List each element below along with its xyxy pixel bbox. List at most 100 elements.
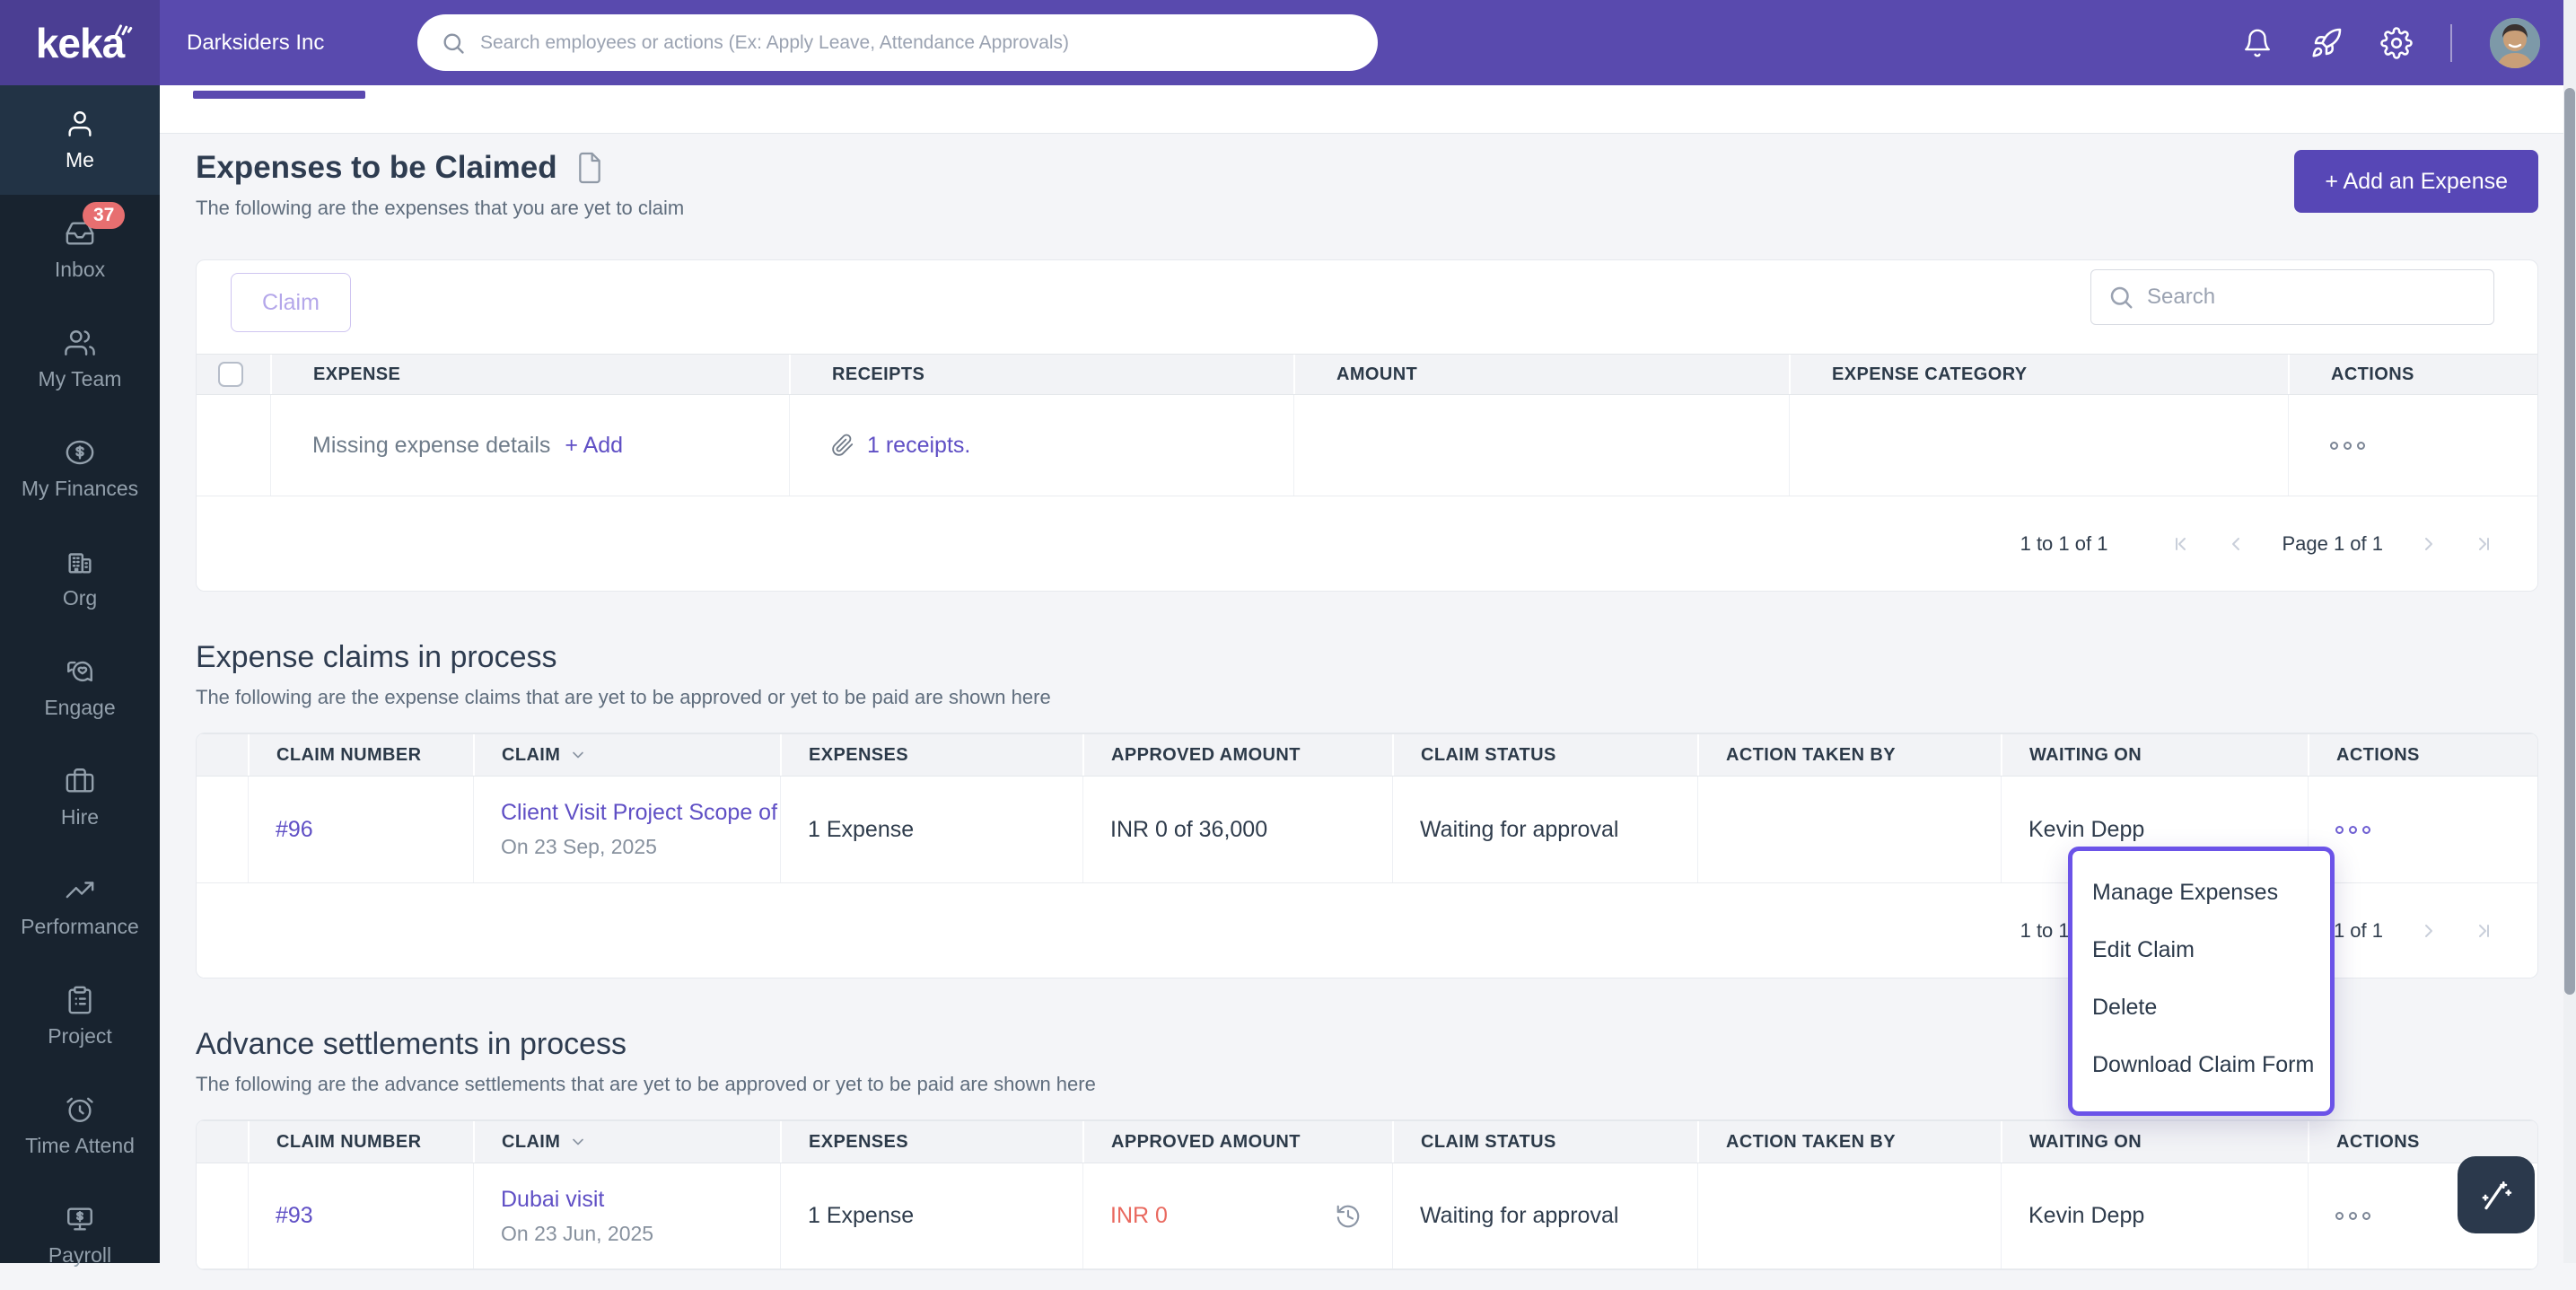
sidebar-item-my-finances[interactable]: My Finances [0,414,160,523]
document-icon[interactable] [575,151,604,185]
expenses-table-header: EXPENSE RECEIPTS AMOUNT EXPENSE CATEGORY… [197,354,2537,395]
column-header-claim-status[interactable]: CLAIM STATUS [1392,1121,1697,1163]
column-header-expense[interactable]: EXPENSE [270,355,789,394]
sidebar-item-me[interactable]: Me [0,85,160,195]
global-search-input[interactable] [480,31,1354,54]
add-expense-button[interactable]: + Add an Expense [2294,150,2538,213]
expenses-search-input[interactable] [2147,285,2477,310]
bell-icon[interactable] [2242,28,2273,58]
sidebar-label: Payroll [48,1242,112,1267]
column-header-action-taken-by[interactable]: ACTION TAKEN BY [1697,1121,2001,1163]
column-header-claim[interactable]: CLAIM [473,734,780,776]
rocket-icon[interactable] [2310,27,2343,59]
add-expense-details-link[interactable]: + Add [565,432,624,458]
sidebar-label: Org [62,585,98,610]
claim-number-link[interactable]: #96 [276,816,313,842]
claims-table-header: CLAIM NUMBER CLAIM EXPENSES APPROVED AMO… [197,733,2537,777]
menu-item-edit-claim[interactable]: Edit Claim [2092,936,2195,962]
company-name: Darksiders Inc [187,30,325,55]
section-title: Advance settlements in process [196,1027,627,1061]
claim-waiting-on: Kevin Depp [2001,1163,2308,1268]
expenses-card: Claim EXPENSE RECEIPTS AMOUNT EXPENSE CA… [196,259,2538,592]
table-row: Missing expense details + Add 1 receipts… [197,395,2537,496]
section-subtitle: The following are the expense claims tha… [196,686,1051,708]
column-header-waiting-on[interactable]: WAITING ON [2001,1121,2308,1163]
inbox-icon: 37 [65,201,126,249]
sidebar-item-my-team[interactable]: My Team [0,304,160,414]
pagination-page: Page 1 of 1 [2282,531,2383,555]
column-header-actions: ACTIONS [2308,734,2537,776]
menu-item-manage-expenses[interactable]: Manage Expenses [2092,879,2279,905]
global-search[interactable] [417,14,1378,71]
missing-expense-note: Missing expense details [312,432,551,458]
last-page-icon[interactable] [2473,920,2494,942]
select-all-checkbox[interactable] [218,362,243,387]
sidebar-item-inbox[interactable]: 37 Inbox [0,195,160,304]
topbar-divider [2450,23,2452,62]
page-title: Expenses to be Claimed [196,150,557,185]
sidebar-label: Project [48,1023,112,1048]
sidebar-item-org[interactable]: Org [0,523,160,633]
avatar[interactable] [2490,17,2540,68]
next-page-icon[interactable] [2417,533,2439,555]
row-actions-menu-button[interactable] [2335,825,2370,834]
column-header-claim-number[interactable]: CLAIM NUMBER [248,734,473,776]
column-header-expense-category[interactable]: EXPENSE CATEGORY [1789,355,2288,394]
next-page-icon[interactable] [2417,920,2439,942]
receipts-link[interactable]: 1 receipts. [867,432,971,458]
magic-wand-icon [2476,1175,2516,1215]
keka-logo[interactable]: keka [0,0,160,85]
claim-status: Waiting for approval [1392,1163,1697,1268]
row-actions-menu-button[interactable] [2335,1212,2370,1220]
claim-expenses-count: 1 Expense [780,1163,1082,1268]
column-header-amount[interactable]: AMOUNT [1293,355,1789,394]
menu-item-delete[interactable]: Delete [2092,994,2158,1020]
column-header-waiting-on[interactable]: WAITING ON [2001,734,2308,776]
column-header-approved-amount[interactable]: APPROVED AMOUNT [1082,1121,1392,1163]
menu-item-download-claim-form[interactable]: Download Claim Form [2092,1051,2315,1077]
sidebar-label: Inbox [54,257,106,281]
column-header-claim-status[interactable]: CLAIM STATUS [1392,734,1697,776]
claim-action-taken-by [1697,777,2001,882]
prev-page-icon[interactable] [2226,533,2247,555]
sidebar-item-engage[interactable]: Engage [0,633,160,742]
user-icon [65,109,95,139]
column-header-expenses[interactable]: EXPENSES [780,734,1082,776]
sidebar-item-project[interactable]: Project [0,961,160,1071]
inbox-badge: 37 [83,201,126,229]
chevron-down-icon[interactable] [569,1133,587,1151]
first-page-icon[interactable] [2170,533,2192,555]
claim-number-link[interactable]: #93 [276,1203,313,1228]
sidebar-item-payroll[interactable]: Payroll [0,1180,160,1290]
column-header-claim[interactable]: CLAIM [473,1121,780,1163]
page-scrollbar [2563,0,2576,1263]
alarm-clock-icon [65,1094,95,1125]
magic-wand-fab[interactable] [2458,1156,2535,1233]
column-header-expenses[interactable]: EXPENSES [780,1121,1082,1163]
column-header-action-taken-by[interactable]: ACTION TAKEN BY [1697,734,2001,776]
scrollbar-thumb[interactable] [2564,88,2575,995]
sidebar-item-hire[interactable]: Hire [0,742,160,852]
claims-section-header: Expense claims in process The following … [196,640,2538,709]
sidebar-item-time-attend[interactable]: Time Attend [0,1071,160,1180]
column-header-receipts[interactable]: RECEIPTS [789,355,1293,394]
sidebar-item-performance[interactable]: Performance [0,852,160,961]
advance-card: CLAIM NUMBER CLAIM EXPENSES APPROVED AMO… [196,1119,2538,1270]
chevron-down-icon[interactable] [569,746,587,764]
trending-up-icon [65,875,95,906]
history-icon[interactable] [1335,1203,1362,1230]
tab-strip [160,85,2576,134]
sidebar-label: My Team [38,366,122,391]
column-header-approved-amount[interactable]: APPROVED AMOUNT [1082,734,1392,776]
claim-approved-amount: INR 0 [1110,1203,1168,1228]
gear-icon[interactable] [2380,26,2413,59]
claim-title-link[interactable]: Dubai visit [501,1186,605,1212]
topbar: keka Darksiders Inc [0,0,2576,85]
last-page-icon[interactable] [2473,533,2494,555]
row-actions-menu-button[interactable] [2330,441,2365,450]
chat-icon [65,656,95,687]
expenses-search[interactable] [2090,269,2494,325]
claim-button[interactable]: Claim [231,273,351,332]
claim-title-link[interactable]: Client Visit Project Scope of W [501,800,780,825]
column-header-claim-number[interactable]: CLAIM NUMBER [248,1121,473,1163]
